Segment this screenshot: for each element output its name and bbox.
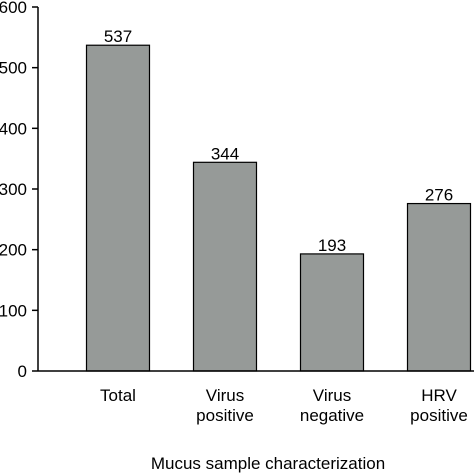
x-category-label-line: Virus bbox=[313, 386, 351, 405]
bar-value-label: 344 bbox=[211, 144, 239, 163]
x-category-label-line: positive bbox=[196, 406, 254, 425]
bar bbox=[192, 161, 258, 372]
bar bbox=[299, 253, 365, 372]
bar-value-label: 193 bbox=[318, 236, 346, 255]
y-tick-label: 100 bbox=[0, 301, 27, 320]
x-category-label-line: positive bbox=[410, 406, 468, 425]
x-category-label-line: Virus bbox=[206, 386, 244, 405]
x-axis-title: Mucus sample characterization bbox=[151, 454, 385, 473]
x-category-label: Total bbox=[100, 386, 136, 405]
x-category-label: Virus positive bbox=[196, 386, 254, 425]
y-tick-label: 300 bbox=[0, 180, 27, 199]
x-category-label-line: HRV bbox=[421, 386, 457, 405]
y-tick-label: 400 bbox=[0, 119, 27, 138]
x-category-label-line: negative bbox=[300, 406, 364, 425]
bar-value-label: 276 bbox=[425, 186, 453, 205]
y-axis: 0 100 200 300 400 500 600 bbox=[0, 0, 39, 381]
value-labels-group: 537 344 193 276 bbox=[104, 27, 453, 255]
bar-value-label: 537 bbox=[104, 27, 132, 46]
bar bbox=[406, 202, 472, 372]
bars-group bbox=[85, 44, 472, 372]
bar bbox=[85, 44, 151, 372]
x-category-label-line: Total bbox=[100, 386, 136, 405]
y-tick-label: 200 bbox=[0, 241, 27, 260]
x-category-label: Virus negative bbox=[300, 386, 364, 425]
x-category-label: HRV positive bbox=[410, 386, 468, 425]
y-tick-label: 600 bbox=[0, 0, 27, 17]
y-tick-label: 500 bbox=[0, 59, 27, 78]
y-tick-label: 0 bbox=[18, 362, 27, 381]
